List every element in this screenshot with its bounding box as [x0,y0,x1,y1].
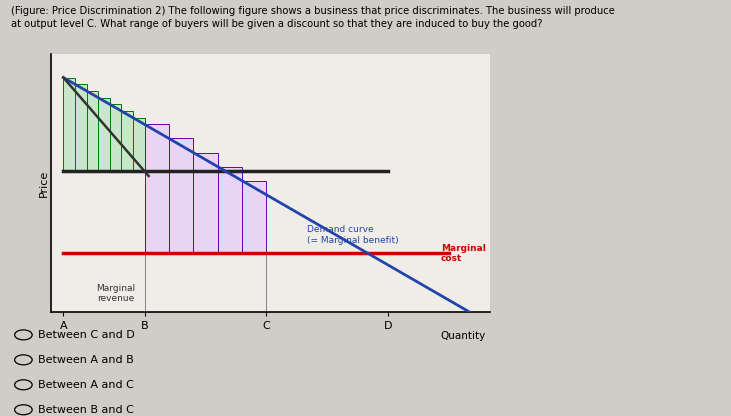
Bar [193,153,218,253]
Bar [242,181,266,253]
Text: Between A and C: Between A and C [38,380,134,390]
Bar [218,167,242,253]
Text: Between A and B: Between A and B [38,355,134,365]
Text: Quantity: Quantity [441,331,485,341]
Text: at output level C. What range of buyers will be given a discount so that they ar: at output level C. What range of buyers … [11,19,542,29]
Text: Between B and C: Between B and C [38,405,134,415]
Bar [133,118,145,171]
Bar [64,77,75,171]
Bar [110,104,121,171]
Bar [98,98,110,171]
Y-axis label: Price: Price [39,169,48,197]
Bar [75,84,86,171]
Text: Marginal
cost: Marginal cost [441,244,486,263]
Bar [169,139,193,253]
Text: (Figure: Price Discrimination 2) The following figure shows a business that pric: (Figure: Price Discrimination 2) The fol… [11,6,615,16]
Text: Demand curve
(= Marginal benefit): Demand curve (= Marginal benefit) [307,225,398,245]
Bar [86,91,98,171]
Bar [121,111,133,171]
Text: Marginal
revenue: Marginal revenue [96,284,136,303]
Text: Between C and D: Between C and D [38,330,135,340]
Bar [145,124,169,253]
